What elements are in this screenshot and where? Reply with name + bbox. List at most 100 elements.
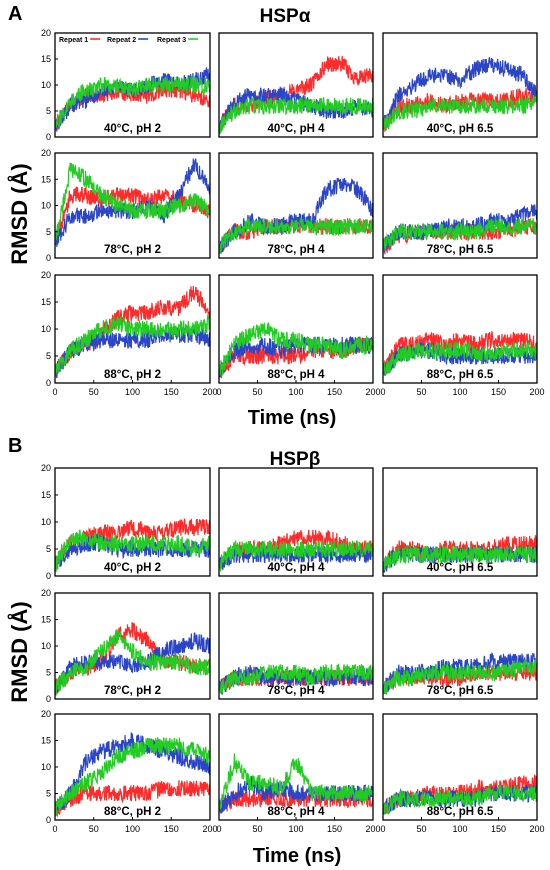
x-tick-label: 0	[216, 824, 221, 834]
legend-label: Repeat 1	[59, 37, 88, 44]
subplot: 78°C, pH 6.5	[382, 592, 538, 700]
y-tick-label: 20	[41, 709, 51, 719]
series-line-repeat3	[54, 737, 211, 817]
y-tick-label: 5	[46, 227, 51, 237]
y-tick-label: 10	[41, 80, 51, 90]
subplot: 78°C, pH 2 0 5 10 15 20	[41, 588, 211, 704]
y-tick-label: 5	[46, 106, 51, 116]
x-tick-label: 50	[252, 387, 262, 397]
subplot-frame	[54, 467, 211, 577]
series-line-repeat3	[218, 540, 374, 572]
series-line-repeat1	[218, 529, 374, 570]
series-line-repeat3	[54, 75, 211, 131]
subplot: 40°C, pH 4	[218, 467, 374, 577]
subplot: 88°C, pH 6.5 0 50 100 150 200	[380, 274, 545, 397]
series-line-repeat3	[382, 658, 538, 695]
x-tick-label: 150	[491, 387, 506, 397]
series-line-repeat3	[54, 314, 211, 375]
series-line-repeat3	[382, 216, 538, 252]
series-line-repeat3	[382, 544, 538, 571]
y-tick-label: 0	[46, 378, 51, 388]
subplot: 78°C, pH 6.5	[382, 152, 538, 259]
x-tick-label: 100	[125, 387, 140, 397]
y-tick-label: 10	[41, 324, 51, 334]
y-tick-label: 5	[46, 351, 51, 361]
y-tick-label: 15	[41, 490, 51, 500]
subplot-frame	[382, 467, 538, 577]
subplot-frame	[382, 274, 538, 384]
subplot-label: 40°C, pH 2	[104, 562, 161, 574]
subplot-label: 88°C, pH 2	[104, 369, 161, 381]
x-tick-label: 100	[452, 824, 467, 834]
y-tick-label: 20	[41, 28, 51, 38]
x-tick-label: 150	[327, 824, 342, 834]
y-tick-label: 20	[41, 588, 51, 598]
subplot-label: 88°C, pH 6.5	[427, 806, 494, 818]
y-tick-label: 0	[46, 571, 51, 581]
x-tick-label: 0	[380, 387, 385, 397]
series-line-repeat3	[54, 162, 211, 245]
subplot-label: 88°C, pH 2	[104, 806, 161, 818]
series-line-repeat3	[218, 97, 374, 135]
y-tick-label: 10	[41, 517, 51, 527]
x-tick-label: 0	[216, 387, 221, 397]
y-tick-label: 0	[46, 815, 51, 825]
subplot-label: 78°C, pH 4	[267, 685, 325, 697]
x-tick-label: 100	[288, 824, 303, 834]
y-tick-label: 5	[46, 544, 51, 554]
y-tick-label: 15	[41, 297, 51, 307]
series-line-repeat3	[54, 629, 211, 696]
series-line-repeat3	[218, 218, 374, 254]
panel-b-title: HSPβ	[270, 449, 321, 470]
subplot-label: 40°C, pH 4	[267, 562, 325, 574]
series-line-repeat2	[218, 178, 374, 254]
y-tick-label: 10	[41, 201, 51, 211]
series-line-repeat2	[54, 158, 211, 247]
x-tick-label: 0	[52, 387, 57, 397]
subplot-label: 40°C, pH 6.5	[427, 562, 494, 574]
y-tick-label: 20	[41, 148, 51, 158]
x-tick-label: 50	[89, 387, 99, 397]
x-tick-label: 200	[202, 387, 217, 397]
x-tick-label: 150	[164, 824, 179, 834]
series-line-repeat3	[382, 784, 538, 815]
y-tick-label: 15	[41, 174, 51, 184]
legend-label: Repeat 3	[157, 37, 186, 44]
subplot-label: 78°C, pH 4	[267, 244, 325, 256]
x-tick-label: 50	[252, 824, 262, 834]
subplot-label: 88°C, pH 4	[267, 369, 325, 381]
series-line-repeat2	[382, 56, 538, 130]
x-tick-label: 50	[416, 387, 426, 397]
x-tick-label: 100	[125, 824, 140, 834]
y-tick-label: 15	[41, 736, 51, 746]
series-line-repeat3	[382, 341, 538, 377]
subplot-label: 40°C, pH 2	[104, 123, 161, 135]
subplot-label: 88°C, pH 4	[267, 806, 325, 818]
subplot-frame	[382, 152, 538, 259]
subplot-frame	[218, 152, 374, 259]
y-tick-label: 20	[41, 463, 51, 473]
y-tick-label: 15	[41, 54, 51, 64]
series-line-repeat3	[218, 663, 374, 694]
series-line-repeat2	[54, 732, 211, 811]
y-tick-label: 10	[41, 762, 51, 772]
subplot: 40°C, pH 2 0 5 10 15 20	[41, 463, 211, 581]
y-tick-label: 5	[46, 668, 51, 678]
panel-b-ylabel: RMSD (Å)	[6, 601, 32, 702]
y-tick-label: 0	[46, 694, 51, 704]
series-line-repeat3	[218, 753, 374, 810]
y-tick-label: 0	[46, 132, 51, 142]
subplot-frame	[218, 274, 374, 384]
subplot-frame	[218, 467, 374, 577]
subplot: 78°C, pH 4	[218, 592, 374, 700]
series-line-repeat3	[54, 529, 211, 572]
y-tick-label: 0	[46, 253, 51, 263]
subplot: 40°C, pH 6.5	[382, 467, 538, 577]
series-line-repeat3	[218, 322, 374, 376]
subplot: 88°C, pH 4 0 50 100 150 200	[216, 274, 381, 397]
x-tick-label: 50	[89, 824, 99, 834]
